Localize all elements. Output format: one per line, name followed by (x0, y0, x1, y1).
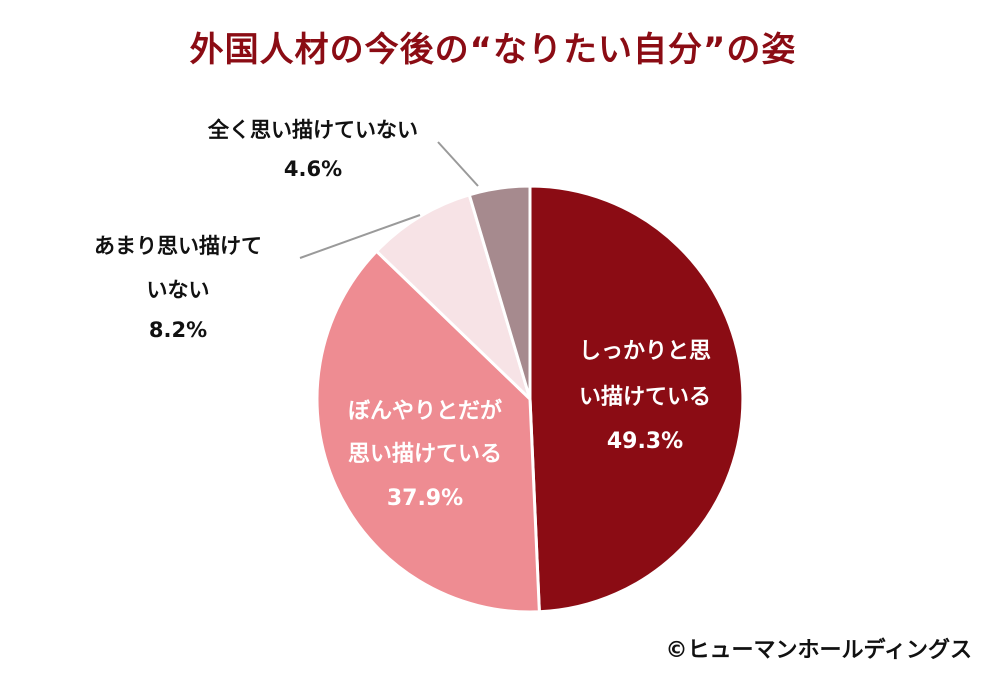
pie-slice (467, 184, 532, 401)
slice-label: しっかりと思 (579, 339, 711, 364)
leader-line (299, 214, 421, 259)
pie-slice (528, 184, 745, 614)
leader-line (437, 141, 479, 187)
slice-label: いない (147, 278, 210, 302)
slice-percent-label: 4.6% (284, 157, 342, 181)
slice-percent-label: 8.2% (149, 318, 207, 342)
slice-label: い描けている (579, 385, 711, 410)
copyright-text: ©ヒューマンホールディングス (665, 638, 972, 663)
pie-slice (315, 249, 541, 614)
slice-percent-label: 49.3% (607, 429, 683, 454)
slice-percent-label: 37.9% (387, 486, 463, 511)
slice-label: ぼんやりとだが (348, 398, 502, 424)
slice-label: あまり思い描けて (94, 234, 262, 258)
chart-title: 外国人材の今後の“なりたい自分”の姿 (189, 30, 797, 70)
slice-label: 思い描けている (348, 442, 502, 467)
slice-label: 全く思い描けていない (207, 118, 418, 142)
pie-slice (375, 193, 532, 401)
